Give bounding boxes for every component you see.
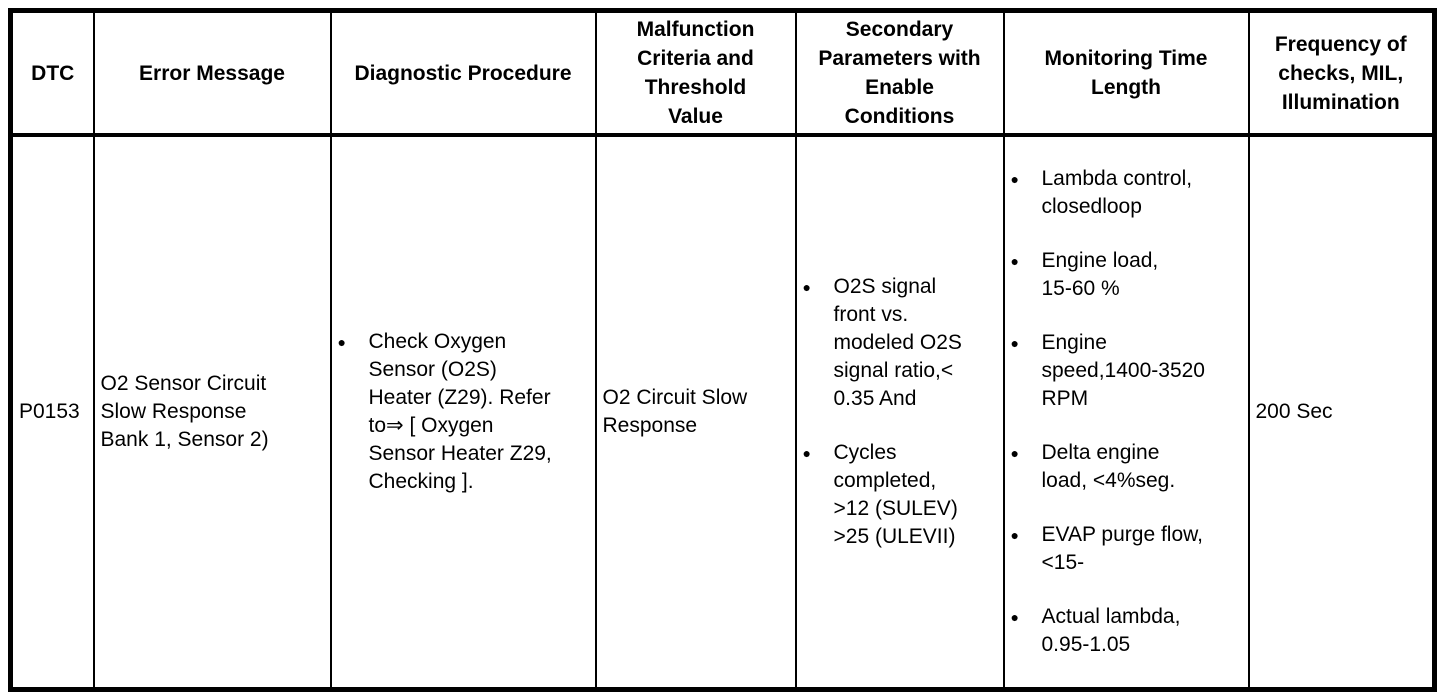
monitoring-time-text: Delta engine load, <4%seg.: [1041, 440, 1176, 492]
secondary-parameters-cell: ● O2S signal front vs. modeled O2S signa…: [794, 134, 1005, 690]
frequency-text: 200 Sec: [1255, 399, 1333, 423]
bullet-icon: ●: [1010, 444, 1019, 461]
list-item: ● Engine speed,1400-3520 RPM: [1011, 329, 1244, 413]
diagnostic-procedure-text: Check Oxygen Sensor (O2S) Heater (Z29). …: [368, 329, 552, 493]
list-item: ● Check Oxygen Sensor (O2S) Heater (Z29)…: [338, 328, 591, 496]
list-item: ● Delta engine load, <4%seg.: [1011, 439, 1244, 495]
header-error-message: Error Message: [92, 9, 332, 137]
bullet-icon: ●: [802, 444, 811, 461]
list-item: ● Engine load, 15-60 %: [1011, 247, 1244, 303]
bullet-icon: ●: [1010, 170, 1019, 187]
bullet-icon: ●: [1010, 252, 1019, 269]
dtc-cell: P0153: [9, 134, 95, 690]
monitoring-time-text: Actual lambda, 0.95-1.05: [1041, 604, 1181, 656]
header-frequency: Frequency of checks, MIL, Illumination: [1247, 9, 1436, 137]
list-item: ● Lambda control, closedloop: [1011, 165, 1244, 221]
monitoring-time-text: Engine load, 15-60 %: [1041, 248, 1159, 300]
monitoring-time-text: Engine speed,1400-3520 RPM: [1041, 330, 1205, 410]
bullet-icon: ●: [1010, 526, 1019, 543]
frequency-cell: 200 Sec: [1247, 134, 1436, 690]
bullet-icon: ●: [1010, 334, 1019, 351]
dtc-table: DTC Error Message Diagnostic Procedure M…: [8, 8, 1437, 692]
list-item: ● Actual lambda, 0.95-1.05: [1011, 603, 1244, 659]
monitoring-time-text: Lambda control, closedloop: [1041, 166, 1193, 218]
header-malfunction-criteria: Malfunction Criteria and Threshold Value: [594, 9, 797, 137]
list-item: ● O2S signal front vs. modeled O2S signa…: [803, 273, 999, 413]
header-secondary-parameters: Secondary Parameters with Enable Conditi…: [794, 9, 1005, 137]
header-dtc: DTC: [9, 9, 95, 137]
bullet-icon: ●: [1010, 608, 1019, 625]
malfunction-criteria-cell: O2 Circuit Slow Response: [594, 134, 797, 690]
monitoring-time-text: EVAP purge flow, <15-: [1041, 522, 1204, 574]
list-item: ● EVAP purge flow, <15-: [1011, 521, 1244, 577]
malfunction-criteria-text: O2 Circuit Slow Response: [602, 385, 748, 437]
secondary-parameter-text: O2S signal front vs. modeled O2S signal …: [833, 274, 962, 410]
table-row: P0153 O2 Sensor Circuit Slow Response Ba…: [9, 134, 1436, 690]
error-message-cell: O2 Sensor Circuit Slow Response Bank 1, …: [92, 134, 332, 690]
diagnostic-procedure-cell: ● Check Oxygen Sensor (O2S) Heater (Z29)…: [329, 134, 597, 690]
header-monitoring-time: Monitoring Time Length: [1002, 9, 1250, 137]
dtc-value: P0153: [19, 399, 80, 423]
bullet-icon: ●: [337, 333, 346, 350]
monitoring-time-cell: ● Lambda control, closedloop ● Engine lo…: [1002, 134, 1250, 690]
secondary-parameter-text: Cycles completed, >12 (SULEV) >25 (ULEVI…: [833, 440, 958, 548]
table-header-row: DTC Error Message Diagnostic Procedure M…: [9, 9, 1436, 137]
error-message-text: O2 Sensor Circuit Slow Response Bank 1, …: [100, 371, 269, 451]
list-item: ● Cycles completed, >12 (SULEV) >25 (ULE…: [803, 439, 999, 551]
bullet-icon: ●: [802, 278, 811, 295]
document-page: DTC Error Message Diagnostic Procedure M…: [8, 8, 1437, 692]
header-diagnostic-procedure: Diagnostic Procedure: [329, 9, 597, 137]
